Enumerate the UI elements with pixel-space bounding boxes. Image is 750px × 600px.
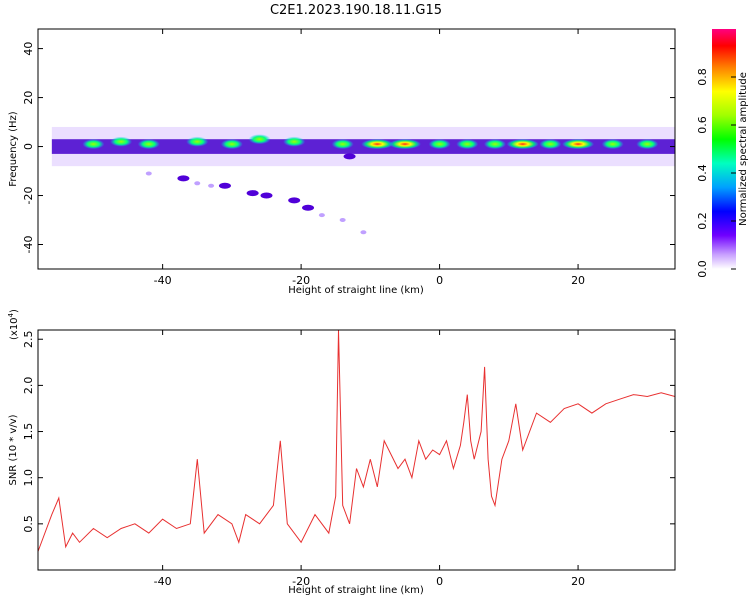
snr-series-line bbox=[38, 330, 675, 552]
snr-y-scale-base: (x10 bbox=[9, 317, 20, 340]
x-tick-label: -20 bbox=[292, 575, 310, 588]
hot-spot bbox=[506, 139, 539, 150]
snr-y-label: SNR (10 * v/v) bbox=[8, 414, 19, 485]
colorbar-tick-label: 0.6 bbox=[696, 116, 709, 134]
svg-text:(x104): (x104) bbox=[7, 309, 20, 340]
snr-y-scale-exponent: 4 bbox=[7, 312, 15, 317]
y-tick-label: 2.0 bbox=[22, 377, 35, 395]
hot-spot bbox=[636, 139, 659, 150]
y-tick-label: 0 bbox=[22, 143, 35, 150]
y-tick-label: 2.5 bbox=[22, 330, 35, 348]
spectrogram-frame bbox=[37, 28, 676, 270]
faint-dot bbox=[208, 183, 215, 188]
colorbar-tick-label: 0.2 bbox=[696, 212, 709, 230]
faint-dot bbox=[194, 181, 201, 186]
y-tick-label: 20 bbox=[22, 91, 35, 105]
colorbar-gradient bbox=[712, 29, 736, 269]
x-tick-label: 0 bbox=[436, 274, 443, 287]
y-tick-label: 1.5 bbox=[22, 423, 35, 441]
snr-frame bbox=[37, 329, 676, 571]
side-blobs bbox=[177, 153, 356, 211]
hot-spot bbox=[428, 139, 451, 150]
snr-x-ticks: -40 -20 0 20 bbox=[154, 330, 585, 588]
hot-spot bbox=[248, 134, 271, 145]
side-blob bbox=[302, 204, 315, 211]
hot-spot bbox=[361, 139, 394, 150]
spectrogram-x-ticks: -40 -20 0 20 bbox=[154, 29, 585, 287]
hot-spot bbox=[331, 139, 354, 150]
colorbar-tick-label: 0.0 bbox=[696, 260, 709, 278]
hot-spots bbox=[82, 134, 659, 150]
faint-dots bbox=[145, 171, 367, 235]
y-tick-label: 0.5 bbox=[22, 515, 35, 533]
side-blob bbox=[218, 182, 231, 189]
colorbar-tick-label: 0.4 bbox=[696, 164, 709, 182]
side-blob bbox=[343, 153, 356, 160]
side-blob bbox=[260, 192, 273, 199]
x-tick-label: 0 bbox=[436, 575, 443, 588]
x-tick-label: -20 bbox=[292, 274, 310, 287]
hot-spot bbox=[110, 136, 133, 147]
snr-y-scale-label: (x104) bbox=[7, 309, 20, 340]
colorbar-tick-label: 0.8 bbox=[696, 68, 709, 86]
figure-title: C2E1.2023.190.18.11.G15 bbox=[270, 3, 442, 18]
faint-dot bbox=[339, 218, 346, 223]
faint-dot bbox=[318, 213, 325, 218]
snr-panel: -40 -20 0 20 0.5 1.0 1.5 2.0 2.5 Height of stra… bbox=[7, 309, 676, 596]
snr-y-ticks: 0.5 1.0 1.5 2.0 2.5 bbox=[22, 330, 675, 533]
x-tick-label: 20 bbox=[571, 274, 585, 287]
y-tick-label: 1.0 bbox=[22, 469, 35, 487]
hot-spot bbox=[483, 139, 506, 150]
colorbar: 0.0 0.2 0.4 0.6 0.8 Normalized spectral ampl… bbox=[696, 29, 749, 278]
hot-spot bbox=[186, 136, 209, 147]
side-blob bbox=[246, 190, 259, 197]
y-tick-label: 40 bbox=[22, 42, 35, 56]
spectrogram-y-ticks: -40 -20 0 20 40 bbox=[22, 42, 675, 254]
x-tick-label: -40 bbox=[154, 274, 172, 287]
hot-spot bbox=[539, 139, 562, 150]
hot-spot bbox=[283, 136, 306, 147]
hot-spot bbox=[562, 139, 595, 150]
spectrogram-panel: -40 -20 0 20 -40 -20 0 20 40 Height of straight… bbox=[8, 28, 676, 296]
x-tick-label: -40 bbox=[154, 575, 172, 588]
hot-spot bbox=[82, 139, 105, 150]
x-tick-label: 20 bbox=[571, 575, 585, 588]
colorbar-ticks: 0.0 0.2 0.4 0.6 0.8 bbox=[696, 68, 736, 278]
y-tick-label: -40 bbox=[22, 236, 35, 254]
faint-dot bbox=[145, 171, 152, 176]
hot-spot bbox=[137, 139, 160, 150]
hot-spot bbox=[220, 139, 243, 150]
spectrogram-x-label: Height of straight line (km) bbox=[288, 285, 424, 296]
faint-dot bbox=[360, 230, 367, 235]
colorbar-label: Normalized spectral amplitude bbox=[738, 72, 749, 226]
hot-spot bbox=[601, 139, 624, 150]
spectrogram-y-label: Frequency (Hz) bbox=[8, 111, 19, 187]
hot-spot bbox=[456, 139, 479, 150]
y-tick-label: -20 bbox=[22, 187, 35, 205]
side-blob bbox=[288, 197, 301, 204]
snr-x-label: Height of straight line (km) bbox=[288, 585, 424, 596]
hot-spot bbox=[388, 139, 421, 150]
side-blob bbox=[177, 175, 190, 182]
